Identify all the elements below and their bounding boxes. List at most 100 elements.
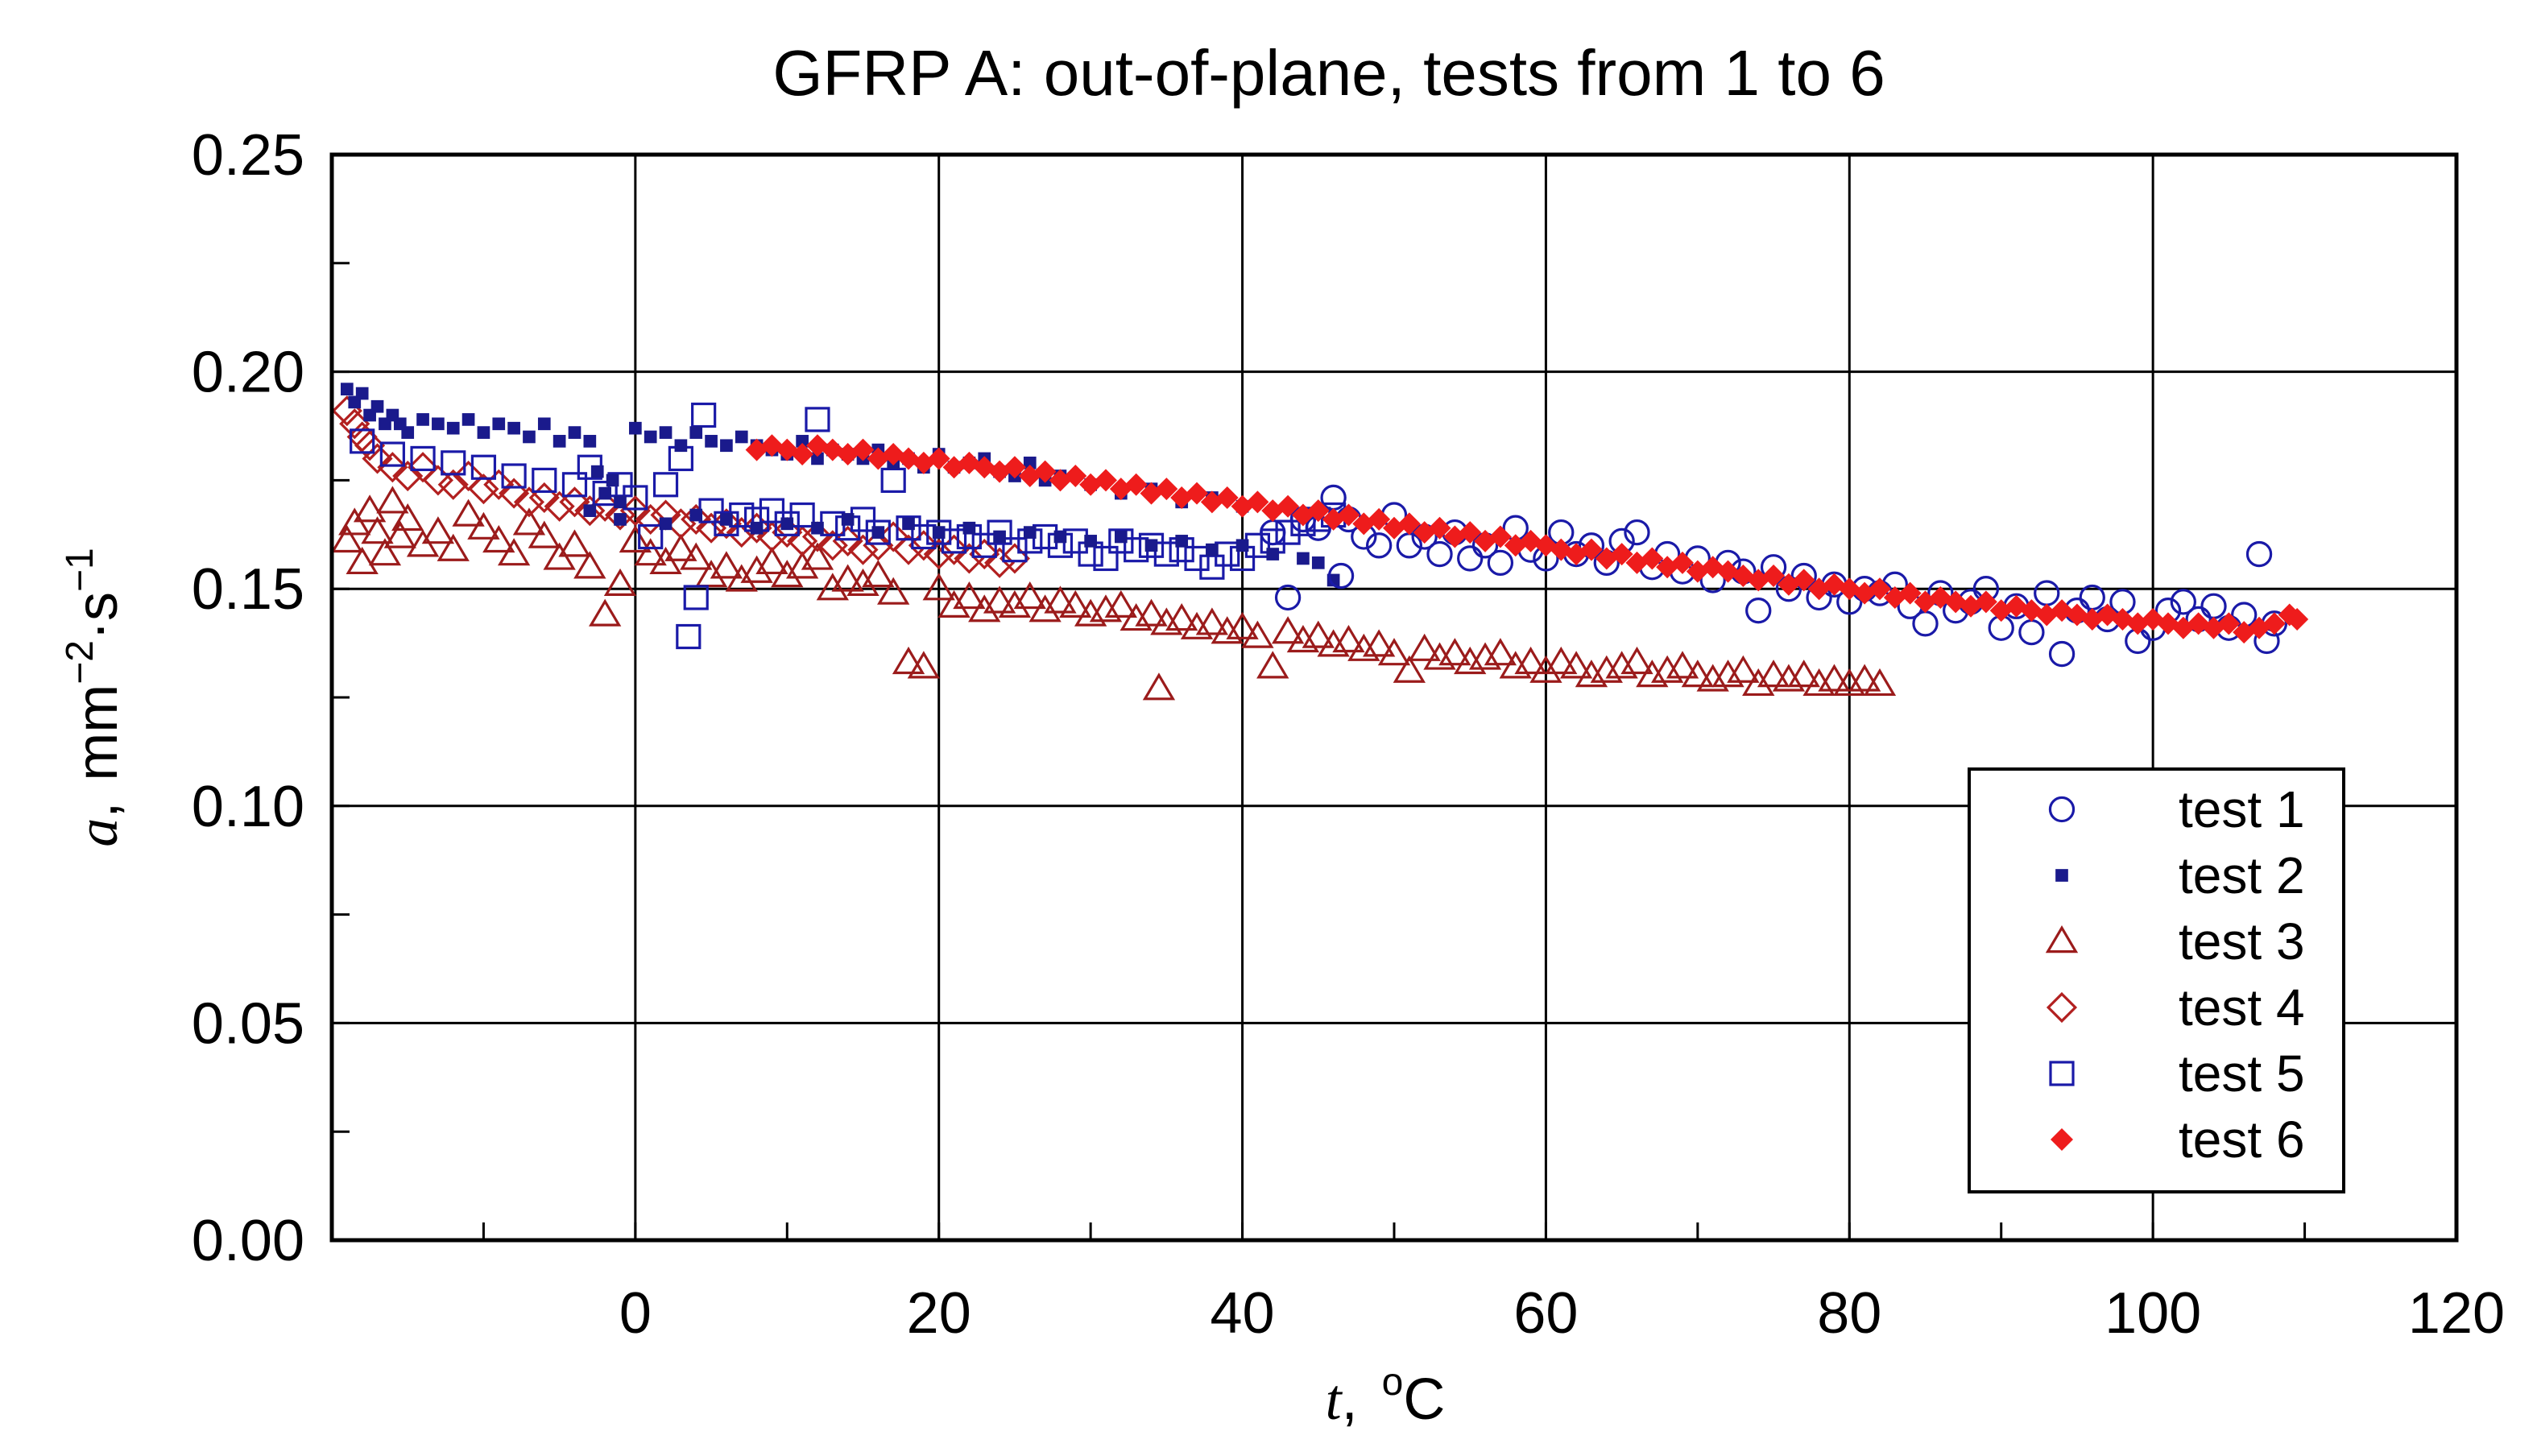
data-point (787, 525, 818, 556)
data-point (634, 538, 667, 566)
data-point (1274, 584, 1302, 611)
data-point (1397, 512, 1421, 536)
data-point (1438, 638, 1471, 666)
data-point (772, 517, 803, 548)
data-point (1457, 545, 1484, 572)
data-point (1306, 499, 1330, 523)
data-point (652, 472, 679, 498)
data-point (1023, 456, 1037, 469)
data-point (1428, 516, 1451, 540)
data-point (676, 623, 702, 650)
data-point (528, 520, 561, 548)
data-point (1235, 539, 1249, 552)
x-tick-label: 120 (2408, 1281, 2505, 1346)
data-point (368, 538, 402, 566)
data-points (330, 383, 2309, 701)
data-point (971, 532, 997, 558)
data-point (801, 521, 834, 552)
data-point (470, 454, 497, 480)
data-point (1426, 540, 1453, 568)
data-point (619, 524, 652, 553)
legend-marker-6 (2051, 1128, 2073, 1151)
data-point (590, 465, 604, 478)
data-point (477, 426, 490, 439)
y-axis-label: a, mm−2·s−1 (59, 548, 130, 846)
data-point (346, 546, 379, 575)
data-point (561, 472, 588, 498)
data-point (937, 589, 971, 618)
data-point (759, 498, 785, 523)
data-point (1084, 535, 1097, 548)
data-point (492, 417, 506, 431)
data-point (998, 589, 1032, 618)
data-point (377, 452, 408, 483)
data-point (453, 460, 484, 492)
data-point (1671, 551, 1695, 574)
data-point (574, 495, 606, 527)
data-point (664, 533, 697, 561)
data-point (1488, 525, 1512, 548)
data-point (801, 542, 834, 570)
data-point (1681, 660, 1715, 688)
data-point (432, 417, 445, 431)
data-point (896, 515, 921, 541)
data-point (407, 452, 439, 483)
data-point (1256, 651, 1289, 679)
data-point (1186, 482, 1209, 505)
y-tick-label: 0.10 (192, 775, 304, 839)
data-point (689, 508, 703, 522)
data-point (573, 551, 606, 579)
data-point (614, 513, 627, 526)
x-label-sup: o (1382, 1361, 1404, 1404)
legend-marker-4 (2046, 991, 2078, 1024)
data-point (735, 430, 748, 444)
data-point (468, 474, 499, 505)
data-point (1044, 585, 1077, 614)
data-point (1165, 602, 1198, 631)
y-label-dot: · (65, 621, 130, 640)
data-point (999, 543, 1030, 574)
data-point (437, 533, 470, 561)
x-tick-label: 20 (907, 1281, 971, 1346)
data-point (537, 417, 551, 431)
series-test-3 (330, 486, 1897, 701)
data-point (922, 573, 955, 601)
data-point (831, 564, 864, 592)
data-point (1610, 543, 1633, 566)
data-point (553, 435, 566, 448)
data-point (796, 435, 809, 448)
data-point (482, 524, 515, 553)
data-point (1003, 456, 1026, 479)
data-point (689, 426, 703, 439)
data-point (1302, 620, 1335, 648)
data-point (1641, 547, 1664, 570)
data-point (1559, 651, 1593, 679)
data-point (892, 646, 925, 675)
data-point (1408, 633, 1441, 661)
data-point (714, 511, 739, 536)
data-point (927, 447, 950, 470)
data-point (1215, 486, 1239, 509)
data-point (401, 426, 415, 439)
data-point (507, 421, 520, 435)
data-point (635, 503, 666, 535)
data-point (1757, 660, 1790, 688)
data-point (720, 439, 733, 453)
data-point (1104, 589, 1137, 618)
data-point (638, 523, 664, 550)
data-point (1028, 594, 1062, 623)
data-point (816, 573, 849, 601)
legend-label-6: test 6 (2179, 1111, 2305, 1169)
x-tick-label: 60 (1513, 1281, 1578, 1346)
data-point (1529, 655, 1562, 683)
data-point (1271, 616, 1305, 644)
data-point (720, 513, 733, 526)
data-point (1277, 494, 1300, 518)
data-point (993, 530, 1006, 544)
data-point (1124, 473, 1148, 496)
data-point (1337, 503, 1360, 527)
data-point (907, 651, 941, 679)
data-point (962, 521, 976, 535)
legend-marker-3 (2045, 925, 2079, 953)
